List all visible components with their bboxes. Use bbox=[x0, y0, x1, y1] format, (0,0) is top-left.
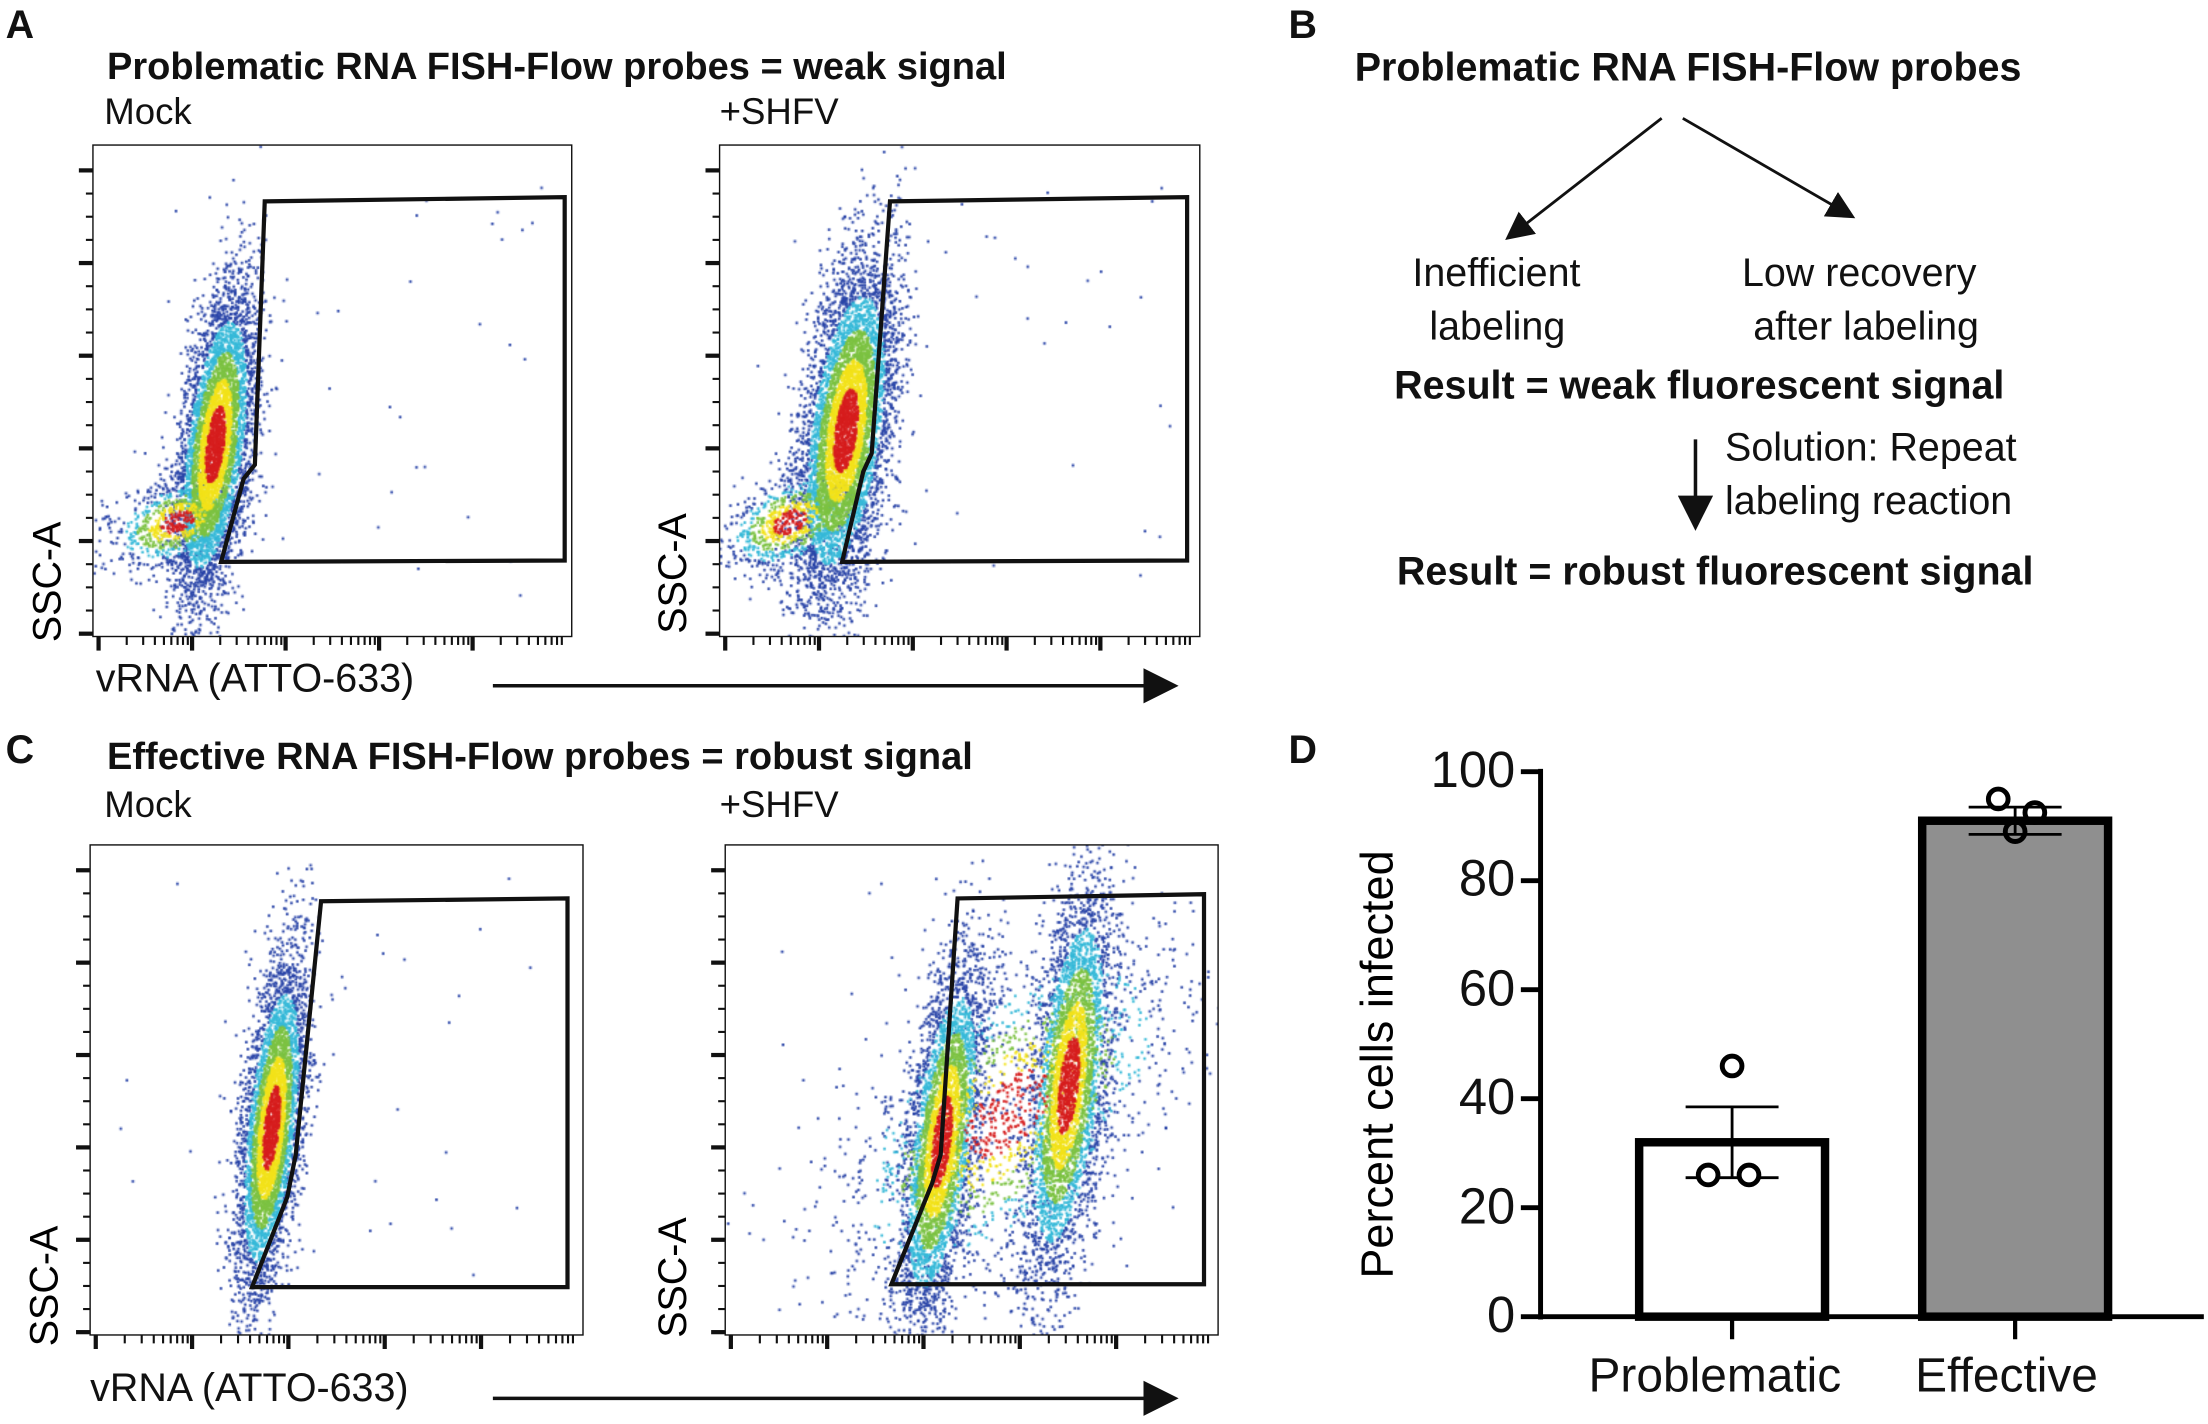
panel-a-mock-label: Mock bbox=[104, 90, 192, 133]
panel-letter-d: D bbox=[1288, 728, 1317, 772]
panel-letter-b: B bbox=[1288, 2, 1317, 47]
d-data-point bbox=[1695, 1162, 1721, 1188]
panel-letter-c: C bbox=[5, 728, 35, 772]
panel-c-mock-label: Mock bbox=[104, 782, 192, 826]
d-y-tick-label: 40 bbox=[1458, 1067, 1516, 1126]
cause-1-line-2: labeling bbox=[1429, 304, 1566, 348]
cause-2-line-2: after labeling bbox=[1753, 304, 1980, 348]
panel-a-mock-dotplot bbox=[92, 145, 572, 637]
panel-a-shfv-gate bbox=[839, 195, 1190, 564]
panel-a-shfv-frame bbox=[718, 144, 1201, 638]
cause-1-line-1: Inefficient bbox=[1412, 250, 1581, 295]
d-y-tick-label: 20 bbox=[1458, 1176, 1516, 1235]
d-bar-effective bbox=[1917, 816, 2113, 1321]
panel-a-x-label: vRNA (ATTO-633) bbox=[95, 656, 415, 700]
cause-2-line-1: Low recovery bbox=[1741, 250, 1977, 295]
d-data-point bbox=[2022, 800, 2048, 825]
result-robust: Result = robust fluorescent signal bbox=[1396, 549, 2034, 593]
panel-c-mock-gate bbox=[248, 896, 570, 1290]
d-y-tick-label: 60 bbox=[1458, 958, 1516, 1017]
panel-a-mock-gate bbox=[218, 195, 567, 564]
panel-c-title: Effective RNA FISH-Flow probes = robust … bbox=[107, 735, 973, 778]
panel-c-x-label: vRNA (ATTO-633) bbox=[90, 1365, 409, 1410]
d-x-label-effective: Effective bbox=[1915, 1349, 2098, 1403]
panel-c-shfv-label: +SHFV bbox=[719, 782, 839, 826]
panel-a-title: Problematic RNA FISH-Flow probes = weak … bbox=[107, 45, 1007, 88]
d-y-tick-label: 100 bbox=[1430, 740, 1516, 799]
d-y-tick-label: 80 bbox=[1458, 849, 1516, 908]
d-data-point bbox=[1985, 786, 2011, 812]
panel-a-shfv-label: +SHFV bbox=[719, 90, 839, 133]
panel-a-mock-frame bbox=[92, 144, 573, 638]
panel-c-shfv-dotplot bbox=[725, 844, 1219, 1335]
panel-b-title: Problematic RNA FISH-Flow probes bbox=[1354, 45, 2022, 89]
panel-letter-a: A bbox=[5, 2, 35, 47]
d-x-label-problematic: Problematic bbox=[1588, 1349, 1842, 1403]
panel-c-mock-dotplot bbox=[90, 844, 583, 1335]
d-data-point bbox=[2002, 819, 2028, 844]
d-data-point bbox=[1736, 1162, 1762, 1188]
arrow-to-low-recovery bbox=[1682, 117, 1856, 219]
d-y-tick-label: 0 bbox=[1487, 1285, 1516, 1344]
panel-c-shfv-frame bbox=[724, 844, 1219, 1336]
panel-a-shfv-dotplot bbox=[719, 145, 1200, 637]
solution-line-1: Solution: Repeat bbox=[1725, 425, 2017, 469]
panel-c-shfv-gate bbox=[888, 892, 1207, 1287]
d-data-point bbox=[1719, 1053, 1745, 1079]
panel-c-mock-frame bbox=[89, 844, 584, 1336]
solution-line-2: labeling reaction bbox=[1725, 478, 2013, 523]
result-weak: Result = weak fluorescent signal bbox=[1394, 363, 2005, 407]
arrow-to-inefficient bbox=[1505, 117, 1663, 241]
